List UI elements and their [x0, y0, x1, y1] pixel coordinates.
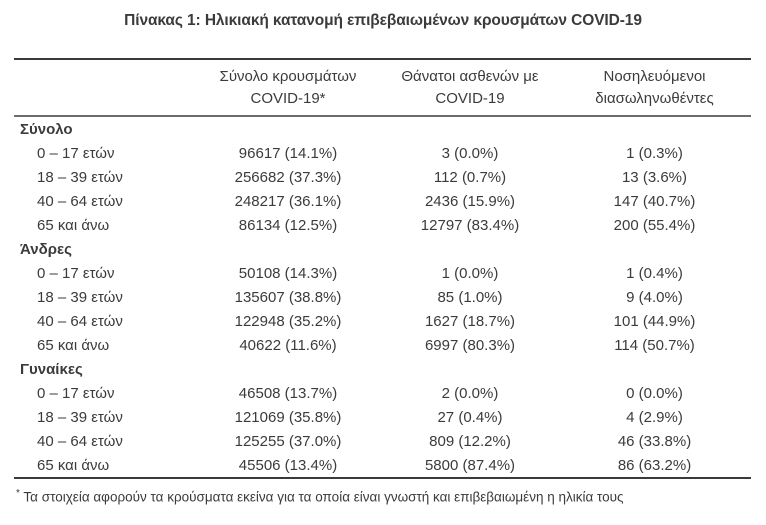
- col-header-deaths: Θάνατοι ασθενών με COVID-19: [382, 59, 558, 117]
- deaths-value: 2 (0.0%): [441, 384, 499, 402]
- table-row: 0 – 17 ετών 96617 (14.1%) 3 (0.0%) 1 (0.…: [14, 141, 751, 165]
- deaths-value: 3 (0.0%): [441, 144, 499, 162]
- cases-value: 46508 (13.7%): [238, 384, 338, 402]
- table-row: 0 – 17 ετών 50108 (14.3%) 1 (0.0%) 1 (0.…: [14, 261, 751, 285]
- page-title: Πίνακας 1: Ηλικιακή κατανομή επιβεβαιωμέ…: [124, 12, 642, 29]
- intubated-value: 101 (44.9%): [613, 312, 696, 330]
- table-row: 40 – 64 ετών 248217 (36.1%) 2436 (15.9%)…: [14, 189, 751, 213]
- col-header-cases-line2: COVID-19*: [250, 89, 326, 107]
- section-label: Σύνολο: [20, 120, 73, 138]
- covid-age-distribution-table: Σύνολο κρουσμάτων COVID-19* Θάνατοι ασθε…: [14, 58, 751, 479]
- cases-value: 256682 (37.3%): [234, 168, 342, 186]
- age-label: 0 – 17 ετών: [37, 144, 115, 162]
- cases-value: 122948 (35.2%): [234, 312, 342, 330]
- col-header-empty: [14, 59, 194, 117]
- deaths-value: 1 (0.0%): [441, 264, 499, 282]
- intubated-value: 9 (4.0%): [626, 288, 683, 306]
- section-label: Άνδρες: [20, 240, 72, 258]
- cases-value: 248217 (36.1%): [234, 192, 342, 210]
- age-label: 65 και άνω: [37, 336, 110, 354]
- table-row: 0 – 17 ετών 46508 (13.7%) 2 (0.0%) 0 (0.…: [14, 381, 751, 405]
- cases-value: 135607 (38.8%): [234, 288, 342, 306]
- footnote: * Τα στοιχεία αφορούν τα κρούσματα εκείν…: [16, 486, 766, 506]
- table-row: 65 και άνω 40622 (11.6%) 6997 (80.3%) 11…: [14, 333, 751, 357]
- cases-value: 50108 (14.3%): [238, 264, 338, 282]
- intubated-value: 13 (3.6%): [621, 168, 688, 186]
- asterisk-marker: *: [16, 488, 20, 499]
- age-label: 65 και άνω: [37, 456, 110, 474]
- intubated-value: 46 (33.8%): [617, 432, 692, 450]
- table-row: 40 – 64 ετών 122948 (35.2%) 1627 (18.7%)…: [14, 309, 751, 333]
- age-label: 40 – 64 ετών: [37, 312, 123, 330]
- col-header-cases-line1: Σύνολο κρουσμάτων: [219, 67, 357, 85]
- table-row: 18 – 39 ετών 256682 (37.3%) 112 (0.7%) 1…: [14, 165, 751, 189]
- table-row: 65 και άνω 45506 (13.4%) 5800 (87.4%) 86…: [14, 453, 751, 478]
- age-label: 18 – 39 ετών: [37, 408, 123, 426]
- col-header-intubated-line2: διασωληνωθέντες: [595, 89, 714, 107]
- intubated-value: 0 (0.0%): [626, 384, 683, 402]
- section-row-women: Γυναίκες: [14, 357, 751, 381]
- section-row-total: Σύνολο: [14, 116, 751, 141]
- cases-value: 125255 (37.0%): [234, 432, 342, 450]
- intubated-value: 147 (40.7%): [613, 192, 696, 210]
- deaths-value: 27 (0.4%): [437, 408, 503, 426]
- deaths-value: 85 (1.0%): [437, 288, 503, 306]
- intubated-value: 86 (63.2%): [617, 456, 692, 474]
- age-label: 0 – 17 ετών: [37, 264, 115, 282]
- age-label: 18 – 39 ετών: [37, 168, 123, 186]
- deaths-value: 12797 (83.4%): [420, 216, 520, 234]
- col-header-intubated: Νοσηλευόμενοι διασωληνωθέντες: [558, 59, 751, 117]
- intubated-value: 4 (2.9%): [626, 408, 683, 426]
- footnote-text: Τα στοιχεία αφορούν τα κρούσματα εκείνα …: [23, 489, 624, 505]
- header-row: Σύνολο κρουσμάτων COVID-19* Θάνατοι ασθε…: [14, 59, 751, 117]
- intubated-value: 200 (55.4%): [613, 216, 696, 234]
- cases-value: 45506 (13.4%): [238, 456, 338, 474]
- age-label: 40 – 64 ετών: [37, 432, 123, 450]
- col-header-intubated-line1: Νοσηλευόμενοι: [603, 67, 706, 85]
- cases-value: 86134 (12.5%): [238, 216, 338, 234]
- deaths-value: 809 (12.2%): [429, 432, 511, 450]
- deaths-value: 1627 (18.7%): [424, 312, 516, 330]
- deaths-value: 6997 (80.3%): [424, 336, 516, 354]
- col-header-deaths-line2: COVID-19: [435, 89, 505, 107]
- intubated-value: 1 (0.3%): [626, 144, 683, 162]
- deaths-value: 5800 (87.4%): [424, 456, 516, 474]
- table-row: 18 – 39 ετών 121069 (35.8%) 27 (0.4%) 4 …: [14, 405, 751, 429]
- age-label: 65 και άνω: [37, 216, 110, 234]
- deaths-value: 112 (0.7%): [433, 168, 507, 186]
- intubated-value: 1 (0.4%): [626, 264, 683, 282]
- col-header-cases: Σύνολο κρουσμάτων COVID-19*: [194, 59, 382, 117]
- table-row: 18 – 39 ετών 135607 (38.8%) 85 (1.0%) 9 …: [14, 285, 751, 309]
- age-label: 40 – 64 ετών: [37, 192, 123, 210]
- section-label: Γυναίκες: [20, 360, 83, 378]
- table-row: 40 – 64 ετών 125255 (37.0%) 809 (12.2%) …: [14, 429, 751, 453]
- deaths-value: 2436 (15.9%): [424, 192, 516, 210]
- age-label: 18 – 39 ετών: [37, 288, 123, 306]
- intubated-value: 114 (50.7%): [614, 336, 695, 354]
- cases-value: 96617 (14.1%): [238, 144, 338, 162]
- age-label: 0 – 17 ετών: [37, 384, 115, 402]
- cases-value: 121069 (35.8%): [234, 408, 342, 426]
- section-row-men: Άνδρες: [14, 237, 751, 261]
- table-row: 65 και άνω 86134 (12.5%) 12797 (83.4%) 2…: [14, 213, 751, 237]
- cases-value: 40622 (11.6%): [239, 336, 337, 354]
- col-header-deaths-line1: Θάνατοι ασθενών με: [401, 67, 539, 85]
